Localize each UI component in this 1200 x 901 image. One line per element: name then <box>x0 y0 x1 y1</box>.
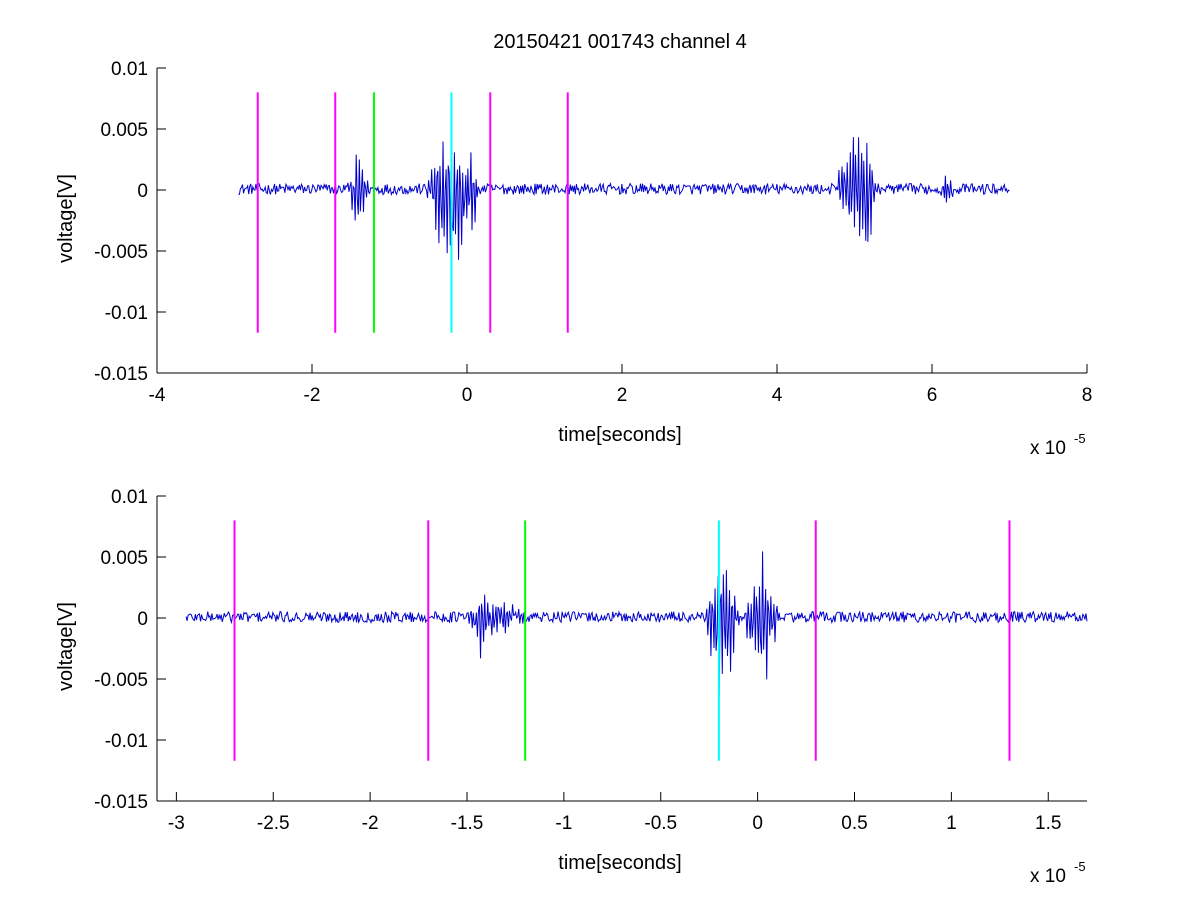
y-tick-label: -0.015 <box>94 364 148 385</box>
y-axis-label: voltage[V] <box>55 602 77 691</box>
signal-line <box>185 551 1088 696</box>
y-tick-label: -0.005 <box>94 242 148 263</box>
y-tick-label: 0 <box>137 609 148 630</box>
x-multiplier-exponent: -5 <box>1074 859 1086 874</box>
y-tick-label: 0.01 <box>111 487 148 508</box>
x-tick-label: 6 <box>927 385 938 406</box>
y-tick-label: 0 <box>137 181 148 202</box>
x-axis-label: time[seconds] <box>558 852 681 874</box>
y-axis-label: voltage[V] <box>55 174 77 263</box>
chart-title: 20150421 001743 channel 4 <box>493 31 747 53</box>
x-tick-label: 0.5 <box>841 813 867 834</box>
x-tick-label: -1 <box>555 813 572 834</box>
signal-line <box>238 130 1010 260</box>
x-tick-label: 4 <box>772 385 783 406</box>
x-tick-label: 1 <box>946 813 957 834</box>
y-tick-label: 0.005 <box>100 548 148 569</box>
y-tick-label: -0.005 <box>94 670 148 691</box>
y-tick-label: 0.01 <box>111 59 148 80</box>
x-tick-label: -2.5 <box>257 813 290 834</box>
y-tick-label: -0.01 <box>105 303 148 324</box>
x-tick-label: -2 <box>362 813 379 834</box>
x-axis-label: time[seconds] <box>558 424 681 446</box>
x-tick-label: 8 <box>1082 385 1093 406</box>
y-tick-label: -0.01 <box>105 731 148 752</box>
x-tick-label: 0 <box>752 813 763 834</box>
x-tick-label: -0.5 <box>644 813 677 834</box>
x-tick-label: 1.5 <box>1035 813 1061 834</box>
top-plot: -4 -2 0 2 4 6 8 0.01 0.005 0 -0.005 -0.01 -0.015 time… <box>55 59 1092 459</box>
x-multiplier-label: x 10 <box>1030 438 1066 459</box>
x-tick-label: 2 <box>617 385 628 406</box>
y-tick-label: -0.015 <box>94 792 148 813</box>
x-multiplier-label: x 10 <box>1030 866 1066 887</box>
bottom-plot: -3 -2.5 -2 -1.5 -1 -0.5 0 0.5 1 1.5 0.01 0.005 0 -0.0… <box>55 487 1088 887</box>
x-tick-label: -3 <box>168 813 185 834</box>
x-tick-label: 0 <box>462 385 473 406</box>
x-tick-label: -2 <box>304 385 321 406</box>
x-multiplier-exponent: -5 <box>1074 431 1086 446</box>
x-tick-label: -1.5 <box>451 813 484 834</box>
y-tick-label: 0.005 <box>100 120 148 141</box>
x-tick-label: -4 <box>149 385 166 406</box>
